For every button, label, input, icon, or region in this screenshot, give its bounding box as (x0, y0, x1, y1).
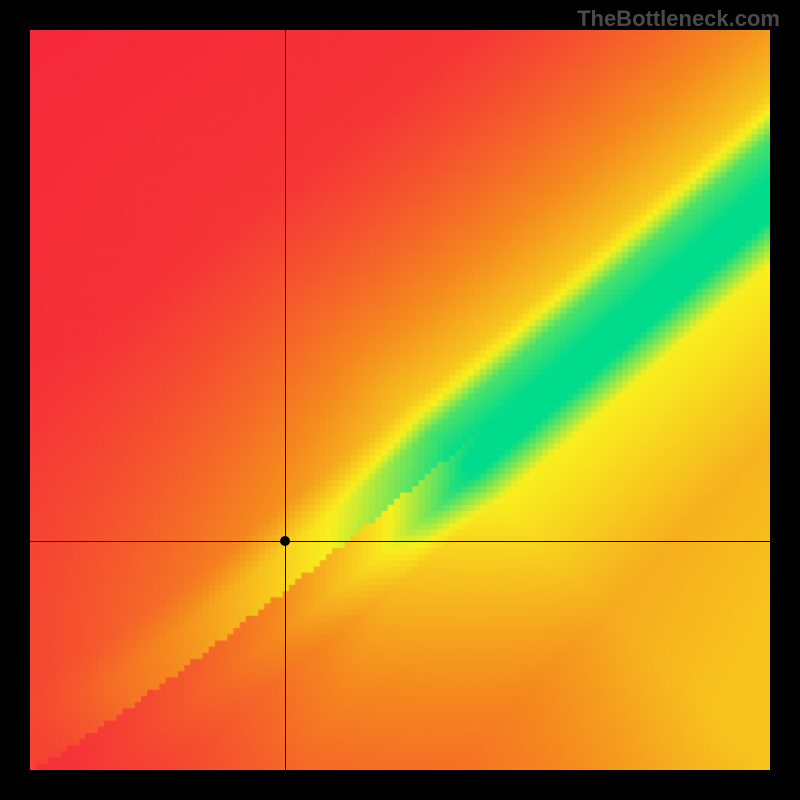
watermark-text: TheBottleneck.com (577, 6, 780, 32)
heatmap-canvas (30, 30, 770, 770)
crosshair-horizontal (30, 541, 770, 542)
crosshair-vertical (285, 30, 286, 770)
data-point-marker (280, 536, 290, 546)
heatmap-plot-area (30, 30, 770, 770)
